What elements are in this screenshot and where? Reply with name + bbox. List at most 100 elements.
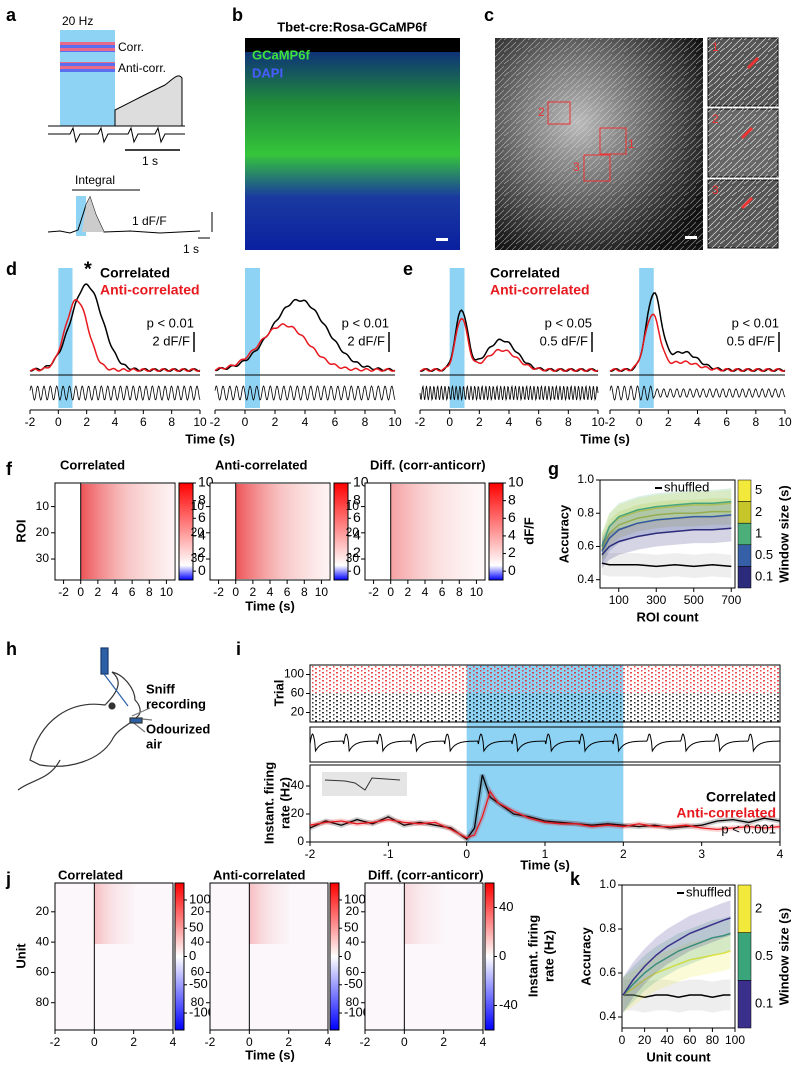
roi-box — [547, 101, 571, 125]
axis-label: Accuracy — [578, 926, 593, 985]
x-tick-label: 8 — [301, 585, 308, 599]
panel-letter: i — [236, 639, 241, 659]
p-value: p < 0.01 — [147, 315, 194, 330]
axis-label: dF/F — [521, 517, 536, 544]
trace — [47, 195, 201, 234]
accuracy-line — [622, 917, 731, 996]
roi-label: 3 — [573, 160, 580, 174]
x-tick-label: 4 — [777, 847, 784, 861]
raster-anti — [310, 665, 780, 693]
colorbar-label: 0.1 — [755, 996, 773, 1011]
map-title: Correlated — [60, 457, 125, 472]
p-value: p < 0.001 — [721, 821, 776, 836]
y-tick-label: 20 — [291, 705, 305, 719]
error-band — [623, 933, 731, 1013]
axis-label: ROI — [13, 519, 28, 542]
colorbar-tick-label: 10 — [508, 474, 524, 490]
legend-label: Corr. — [118, 40, 144, 54]
x-tick-label: -2 — [210, 415, 221, 429]
colorbar-tick-label: 4 — [353, 527, 361, 543]
x-tick-label: 2 — [620, 847, 627, 861]
colorbar-tick-label: -100 — [344, 1004, 370, 1019]
label-line: Sniff — [146, 681, 176, 696]
x-tick-label: -2 — [305, 847, 316, 861]
y-tick-label: 0.6 — [599, 965, 616, 979]
axis-label: Window size (s) — [776, 485, 791, 582]
x-tick-label: -2 — [415, 415, 426, 429]
x-tick-label: 6 — [723, 415, 730, 429]
colorbar-block — [737, 479, 752, 502]
y-tick-label: 10 — [346, 499, 360, 513]
axis-label: Accuracy — [556, 504, 571, 563]
x-tick-label: 0 — [636, 415, 643, 429]
map-title: Anti-correlated — [213, 867, 306, 882]
colorbar-label: 2 — [755, 900, 762, 915]
stim-pattern — [60, 62, 115, 72]
x-tick-label: 10 — [315, 585, 329, 599]
trace — [214, 323, 396, 372]
stimulus — [449, 268, 465, 408]
x-axis-label: Unit count — [646, 1049, 711, 1064]
x-tick-label: 0 — [446, 415, 453, 429]
mouse-body — [29, 671, 141, 767]
x-tick-label: 2 — [95, 585, 102, 599]
y-tick-label: 0.8 — [577, 505, 594, 519]
map-title: Anti-correlated — [215, 457, 308, 472]
panel-letter: c — [484, 5, 494, 25]
legend-label: Anti-corr. — [118, 61, 166, 75]
axis-label: Unit — [13, 943, 28, 969]
x-tick-label: 1 — [542, 847, 549, 861]
stimulus — [76, 196, 86, 236]
panel-letter: e — [403, 259, 413, 279]
colorbar-tick-label: 0 — [353, 562, 361, 578]
electrode — [100, 647, 109, 675]
x-tick-label: 8 — [456, 585, 463, 599]
colorbar-tick-label: 0 — [198, 562, 206, 578]
y-tick-label: 0.4 — [599, 1009, 616, 1023]
y-tick-label: 20 — [346, 525, 360, 539]
heatmap-response — [249, 884, 290, 944]
error-band — [623, 915, 731, 1013]
x-tick-label: 0 — [463, 847, 470, 861]
x-tick-label: 0 — [232, 585, 239, 599]
x-tick-label: -2 — [213, 585, 224, 599]
x-tick-label: 100 — [725, 1033, 745, 1047]
y-tick-label: 80 — [346, 995, 360, 1009]
x-tick-label: 2 — [250, 585, 257, 599]
trace — [29, 298, 201, 372]
trace — [609, 292, 785, 372]
colorbar-label: 1 — [755, 525, 762, 540]
x-tick-label: 10 — [591, 415, 605, 429]
x-tick-label: 0 — [619, 1033, 626, 1047]
x-tick-label: -2 — [368, 585, 379, 599]
x-tick-label: 8 — [565, 415, 572, 429]
colorbar-block — [737, 980, 752, 1029]
sniff-frame — [309, 726, 781, 763]
x-tick-label: 700 — [721, 593, 741, 607]
colorbar — [333, 482, 349, 581]
x-tick-label: 2 — [405, 585, 412, 599]
stim-frequency: 20 Hz — [62, 14, 93, 28]
x-tick-label: 4 — [112, 585, 119, 599]
fibres — [708, 38, 778, 248]
rate-line — [309, 774, 781, 841]
x-tick-label: 10 — [778, 415, 792, 429]
colorbar — [484, 882, 495, 1031]
legend-label: Anti-correlated — [100, 282, 200, 298]
y-tick-label: 60 — [346, 965, 360, 979]
stimulus — [245, 268, 260, 408]
x-tick-label: 6 — [140, 415, 147, 429]
colorbar-tick-label: 6 — [353, 509, 361, 525]
x-tick-label: 60 — [683, 1033, 697, 1047]
x-axis-label: ROI count — [636, 609, 699, 624]
scale-label: 1 s — [142, 154, 158, 168]
x-tick-label: 4 — [267, 585, 274, 599]
x-tick-label: 0 — [246, 1035, 253, 1049]
trace — [214, 298, 395, 372]
scale-bar — [436, 238, 448, 241]
axis-label: Window size (s) — [776, 908, 791, 1005]
x-axis-label: Time (s) — [520, 857, 570, 872]
accuracy-line — [601, 562, 732, 568]
x-tick-label: -2 — [605, 415, 616, 429]
y-tick-label: 30 — [346, 551, 360, 565]
